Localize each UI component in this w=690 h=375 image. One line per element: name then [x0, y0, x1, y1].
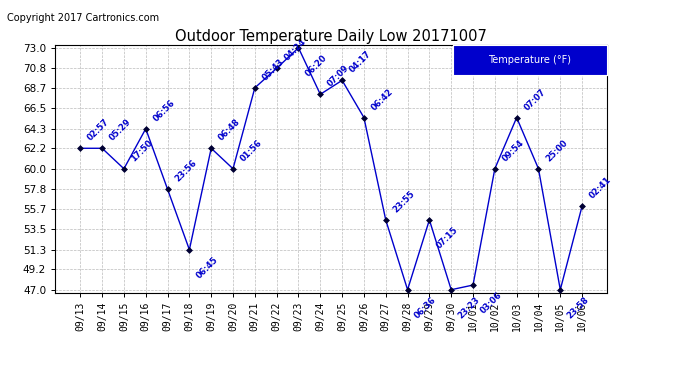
Text: 25:00: 25:00	[544, 138, 569, 163]
Text: 02:41: 02:41	[588, 175, 613, 200]
Title: Outdoor Temperature Daily Low 20171007: Outdoor Temperature Daily Low 20171007	[175, 29, 487, 44]
Text: 07:07: 07:07	[522, 87, 547, 112]
Text: Copyright 2017 Cartronics.com: Copyright 2017 Cartronics.com	[7, 13, 159, 23]
Text: 02:57: 02:57	[86, 117, 111, 143]
Text: 09:54: 09:54	[500, 138, 526, 163]
Text: 04:24: 04:24	[282, 38, 308, 63]
Text: 23:58: 23:58	[566, 295, 591, 320]
Text: 23:56: 23:56	[173, 158, 199, 184]
Text: 07:15: 07:15	[435, 225, 460, 251]
Text: 06:36: 06:36	[413, 295, 438, 320]
Text: 07:09: 07:09	[326, 64, 351, 89]
Text: 06:45: 06:45	[195, 255, 220, 280]
Text: 23:55: 23:55	[391, 189, 417, 214]
Text: 06:56: 06:56	[151, 98, 177, 123]
Text: 17:50: 17:50	[130, 138, 155, 163]
Text: 01:56: 01:56	[239, 138, 264, 163]
Text: 04:17: 04:17	[348, 50, 373, 75]
Text: 06:42: 06:42	[369, 87, 395, 112]
Text: 03:06: 03:06	[479, 291, 504, 316]
Text: 06:48: 06:48	[217, 117, 242, 143]
Text: 23:23: 23:23	[457, 295, 482, 320]
Text: 06:20: 06:20	[304, 53, 329, 78]
Text: 05:43: 05:43	[260, 57, 286, 82]
Text: 05:29: 05:29	[108, 117, 133, 143]
